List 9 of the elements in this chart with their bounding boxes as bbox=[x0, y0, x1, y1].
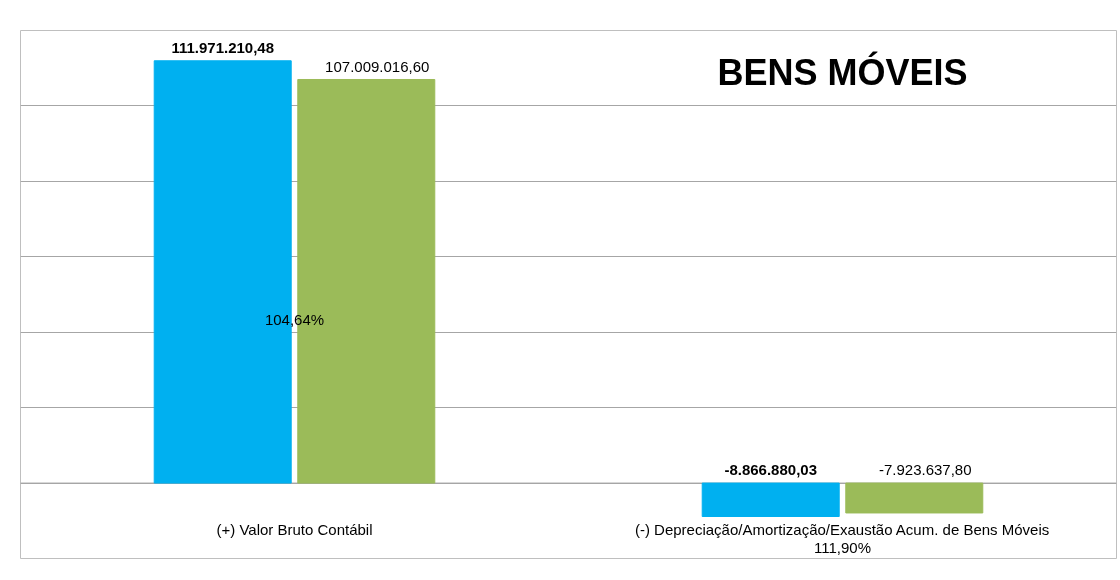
x-tick-label: (-) Depreciação/Amortização/Exaustão Acum. de Bens Móveis bbox=[634, 520, 1050, 538]
data-label: 107.009.016,60 bbox=[325, 57, 430, 75]
data-label: -7.923.637,80 bbox=[878, 461, 972, 479]
annotation: 104,64% bbox=[264, 311, 325, 329]
annotation: 111,90% bbox=[814, 539, 872, 557]
data-label: -8.866.880,03 bbox=[724, 461, 817, 479]
data-label: 111.971.210,48 bbox=[171, 38, 275, 56]
text: BENS MÓVEIS bbox=[717, 50, 968, 93]
x-tick-label: (+) Valor Bruto Contábil bbox=[216, 520, 373, 538]
